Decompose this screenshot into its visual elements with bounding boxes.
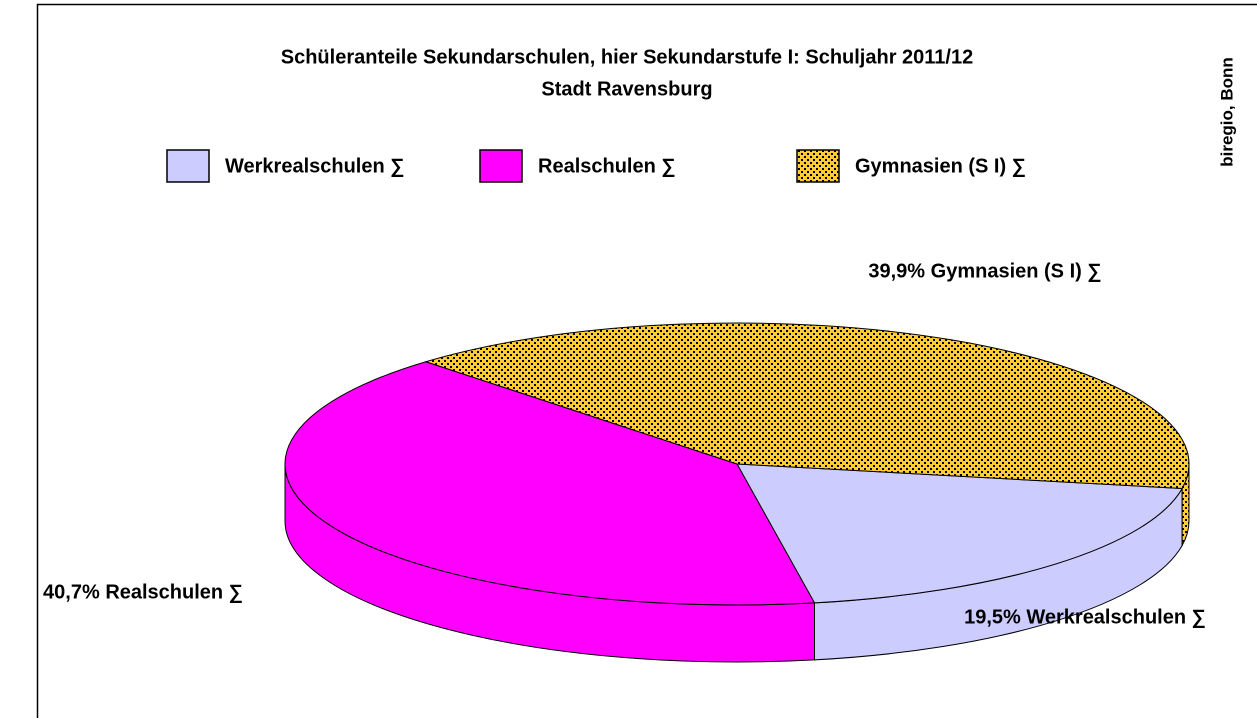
- data-label: 40,7% Realschulen ∑: [43, 581, 243, 603]
- legend-swatch: [796, 149, 840, 183]
- legend-swatch: [479, 149, 523, 183]
- source-note: biregio, Bonn: [1217, 57, 1236, 167]
- legend-label: Werkrealschulen ∑: [225, 155, 405, 177]
- chart-subtitle: Stadt Ravensburg: [541, 78, 712, 100]
- chart-title: Schüleranteile Sekundarschulen, hier Sek…: [281, 46, 973, 68]
- data-label: 39,9% Gymnasien (S I) ∑: [868, 260, 1101, 282]
- legend-swatch: [166, 149, 210, 183]
- pie-slice: [736, 463, 1183, 604]
- legend-label: Gymnasien (S I) ∑: [855, 155, 1026, 177]
- legend-label: Realschulen ∑: [538, 155, 676, 177]
- pie-slice: [424, 322, 1190, 490]
- pie-slice: [284, 361, 816, 606]
- data-label: 19,5% Werkrealschulen ∑: [964, 606, 1206, 628]
